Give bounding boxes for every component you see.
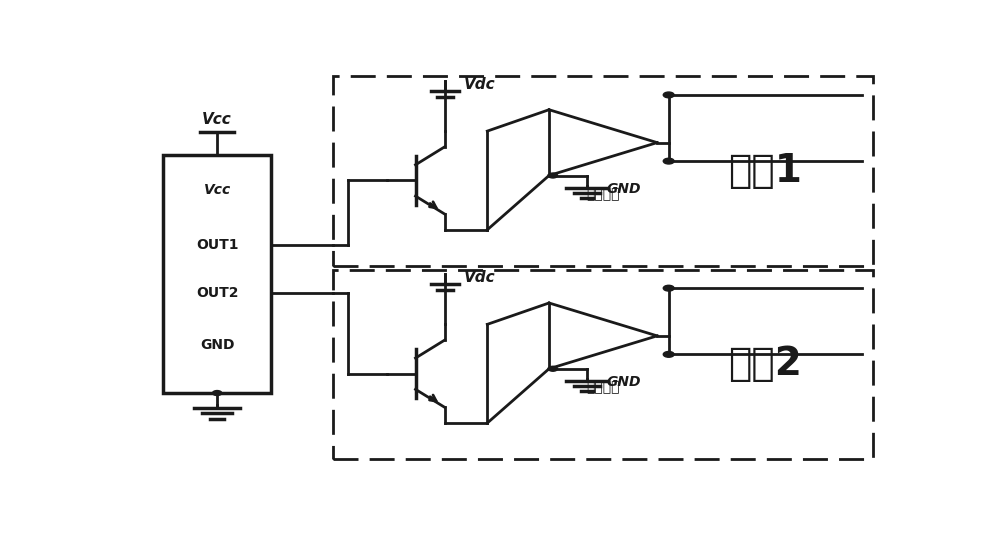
Bar — [333, 270, 873, 459]
Text: Vdc: Vdc — [464, 77, 496, 92]
Circle shape — [663, 158, 674, 164]
Text: GND: GND — [200, 339, 234, 352]
Text: Vcc: Vcc — [203, 183, 231, 197]
Circle shape — [548, 173, 558, 178]
Text: Vdc: Vdc — [464, 270, 496, 285]
Text: GND: GND — [607, 182, 640, 195]
Bar — [333, 76, 873, 265]
Text: OUT1: OUT1 — [196, 238, 238, 252]
Text: 电极1: 电极1 — [728, 152, 802, 190]
Circle shape — [663, 285, 674, 291]
Circle shape — [548, 366, 558, 371]
Text: Vcc: Vcc — [202, 112, 232, 127]
Text: 升压模块: 升压模块 — [587, 380, 620, 394]
Text: GND: GND — [607, 375, 640, 389]
Circle shape — [663, 351, 674, 357]
Bar — [163, 154, 271, 393]
Circle shape — [663, 92, 674, 98]
Text: OUT2: OUT2 — [196, 286, 238, 300]
Circle shape — [212, 390, 222, 396]
Text: 电极2: 电极2 — [728, 345, 802, 383]
Text: 升压模块: 升压模块 — [587, 187, 620, 201]
